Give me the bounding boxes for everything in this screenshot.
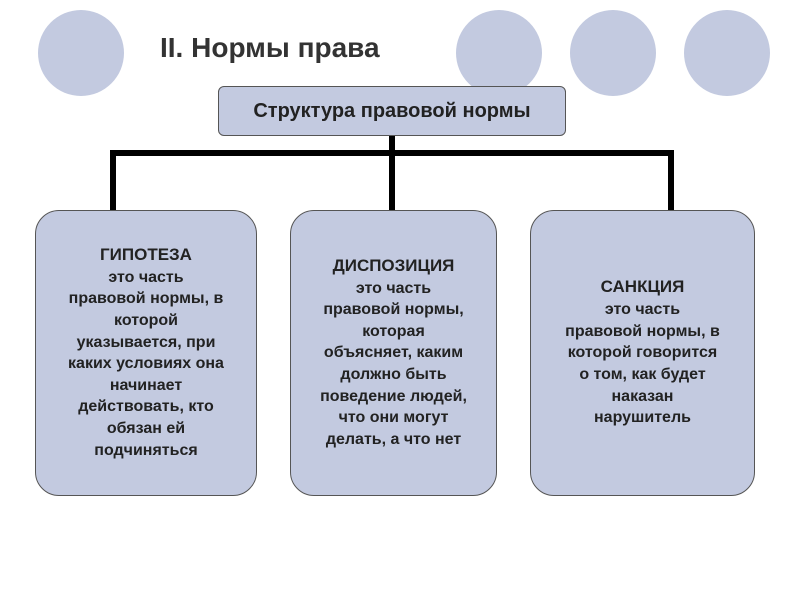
card-body: это часть правовой нормы, в которой указ… [68,267,224,461]
card-body: это часть правовой нормы, в которой гово… [565,299,720,429]
card-heading: ГИПОТЕЗА [100,245,192,265]
card-heading: САНКЦИЯ [601,277,685,297]
card-heading: ДИСПОЗИЦИЯ [333,256,455,276]
connector [389,150,395,210]
bg-circle [456,10,542,96]
card-body: это часть правовой нормы, которая объясн… [320,278,467,451]
connector [668,150,674,210]
page-title: II. Нормы права [160,32,380,64]
connector [110,150,116,210]
bg-circle [38,10,124,96]
disposition-card: ДИСПОЗИЦИЯ это часть правовой нормы, кот… [290,210,497,496]
bg-circle [684,10,770,96]
hypothesis-card: ГИПОТЕЗА это часть правовой нормы, в кот… [35,210,257,496]
subtitle-text: Структура правовой нормы [253,100,530,123]
sanction-card: САНКЦИЯ это часть правовой нормы, в кото… [530,210,755,496]
subtitle-box: Структура правовой нормы [218,86,566,136]
connector [389,136,395,150]
bg-circle [570,10,656,96]
